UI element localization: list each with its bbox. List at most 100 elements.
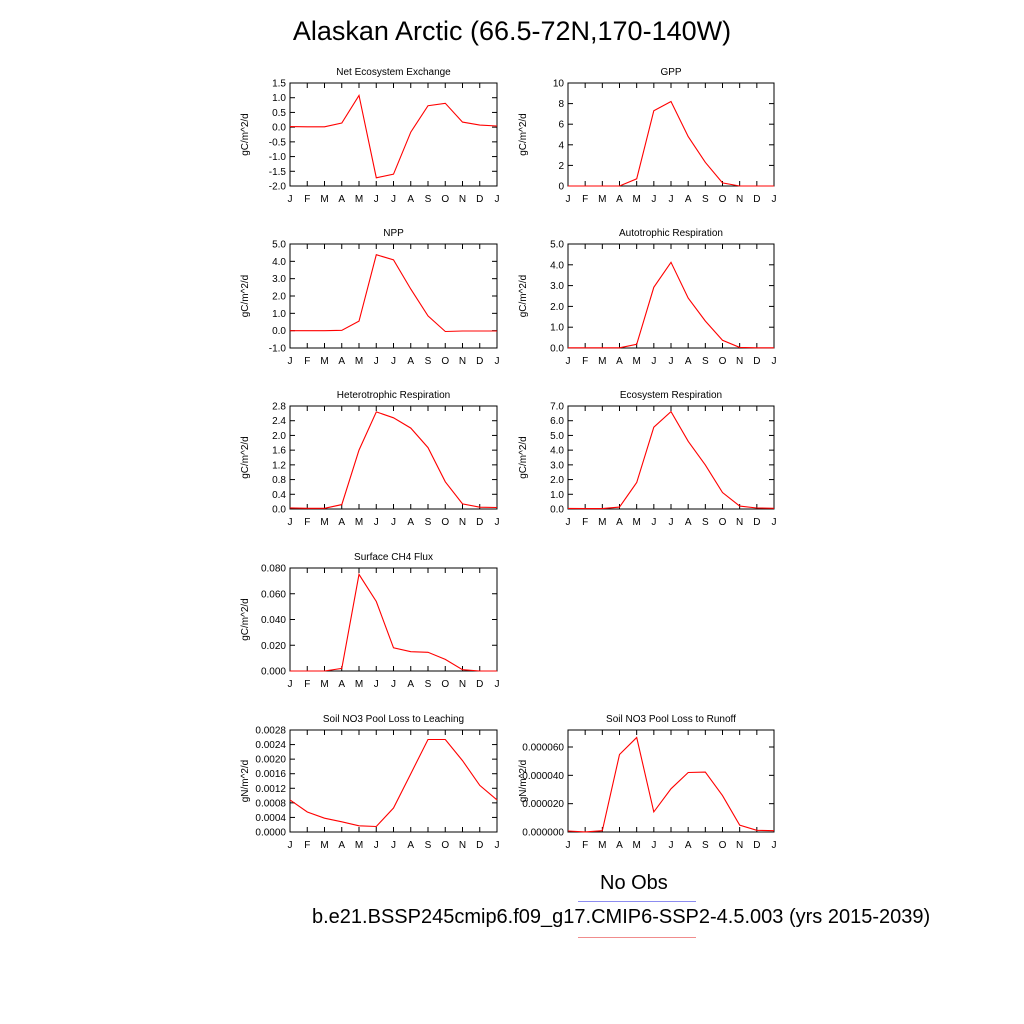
chart-panel: Ecosystem Respiration gC/m^2/d 0.0 1.0 2.0 3.… bbox=[518, 390, 777, 528]
x-tick-label: J bbox=[772, 194, 777, 205]
x-tick-label: F bbox=[582, 194, 588, 205]
y-tick-label: 3.0 bbox=[272, 274, 286, 285]
y-tick-label: -1.0 bbox=[269, 152, 287, 163]
y-tick-label: 5.0 bbox=[272, 240, 286, 251]
x-tick-label: J bbox=[374, 517, 379, 528]
y-axis-label: gC/m^2/d bbox=[518, 275, 529, 318]
x-tick-label: F bbox=[582, 840, 588, 851]
y-tick-label: 0.0 bbox=[272, 123, 286, 134]
x-tick-label: M bbox=[320, 356, 328, 367]
y-tick-label: 0.020 bbox=[261, 641, 286, 652]
plot-frame bbox=[289, 82, 498, 187]
series-line bbox=[568, 100, 774, 187]
y-tick-label: 1.0 bbox=[550, 323, 564, 334]
x-tick-label: J bbox=[651, 840, 656, 851]
x-tick-label: D bbox=[476, 679, 483, 690]
y-tick-label: 0.040 bbox=[261, 615, 286, 626]
x-tick-label: J bbox=[495, 517, 500, 528]
x-tick-label: A bbox=[685, 840, 692, 851]
x-tick-label: D bbox=[476, 840, 483, 851]
series-line bbox=[289, 738, 498, 828]
panel-title: Surface CH4 Flux bbox=[354, 552, 433, 563]
series-line bbox=[568, 261, 774, 349]
x-tick-label: N bbox=[736, 194, 743, 205]
x-tick-label: D bbox=[753, 840, 760, 851]
x-tick-label: N bbox=[736, 517, 743, 528]
x-tick-label: D bbox=[476, 517, 483, 528]
y-tick-label: 2 bbox=[558, 161, 564, 172]
y-tick-label: 1.5 bbox=[272, 79, 286, 90]
y-tick-label: 0.0000 bbox=[255, 828, 286, 839]
y-tick-label: 2.4 bbox=[272, 416, 286, 427]
y-tick-label: 4.0 bbox=[550, 260, 564, 271]
panel-title: Soil NO3 Pool Loss to Runoff bbox=[606, 714, 736, 725]
x-tick-label: M bbox=[320, 679, 328, 690]
y-tick-label: 10 bbox=[553, 79, 565, 90]
x-tick-label: J bbox=[772, 356, 777, 367]
y-tick-label: 2.8 bbox=[272, 402, 286, 413]
x-tick-label: J bbox=[391, 517, 396, 528]
chart-panel: Soil NO3 Pool Loss to Runoff gN/m^2/d0.00… bbox=[518, 714, 777, 851]
x-tick-label: A bbox=[407, 840, 414, 851]
x-tick-label: N bbox=[459, 679, 466, 690]
x-tick-label: D bbox=[753, 194, 760, 205]
y-tick-label: 7.0 bbox=[550, 402, 564, 413]
x-tick-label: F bbox=[304, 517, 310, 528]
x-tick-label: F bbox=[582, 517, 588, 528]
x-tick-label: M bbox=[355, 356, 363, 367]
x-tick-label: N bbox=[459, 840, 466, 851]
legend-model-label: b.e21.BSSP245cmip6.f09_g17.CMIP6-SSP2-4.… bbox=[312, 906, 931, 928]
x-tick-label: J bbox=[374, 356, 379, 367]
x-tick-label: M bbox=[632, 517, 640, 528]
x-tick-label: J bbox=[288, 517, 293, 528]
x-tick-label: N bbox=[736, 840, 743, 851]
y-tick-label: 3.0 bbox=[550, 281, 564, 292]
y-axis-label: gC/m^2/d bbox=[240, 436, 251, 479]
x-tick-label: J bbox=[374, 194, 379, 205]
x-tick-label: J bbox=[391, 356, 396, 367]
x-tick-label: A bbox=[616, 517, 623, 528]
y-tick-label: 4.0 bbox=[272, 257, 286, 268]
x-tick-label: O bbox=[441, 840, 449, 851]
y-tick-label: 4 bbox=[558, 140, 564, 151]
series-line bbox=[290, 254, 497, 333]
y-tick-label: 2.0 bbox=[272, 431, 286, 442]
plot-frame bbox=[567, 405, 775, 510]
y-axis-label: gN/m^2/d bbox=[240, 760, 251, 803]
chart-panel: Soil NO3 Pool Loss to Leaching gN/m^2/d 0.… bbox=[240, 714, 500, 851]
x-tick-label: J bbox=[772, 840, 777, 851]
x-tick-label: J bbox=[772, 517, 777, 528]
y-tick-label: 0.0016 bbox=[255, 769, 286, 780]
series-line bbox=[289, 93, 498, 179]
x-tick-label: D bbox=[753, 356, 760, 367]
x-tick-label: J bbox=[374, 840, 379, 851]
x-tick-label: F bbox=[304, 679, 310, 690]
y-tick-label: 4.0 bbox=[550, 446, 564, 457]
x-tick-label: A bbox=[616, 840, 623, 851]
y-tick-label: 0.060 bbox=[261, 589, 286, 600]
x-tick-label: J bbox=[651, 194, 656, 205]
x-tick-label: J bbox=[495, 840, 500, 851]
y-tick-label: 2.0 bbox=[272, 292, 286, 303]
y-tick-label: 0.0 bbox=[272, 505, 286, 516]
x-tick-label: J bbox=[669, 356, 674, 367]
y-tick-label: 6.0 bbox=[550, 416, 564, 427]
x-tick-label: A bbox=[407, 194, 414, 205]
x-tick-label: A bbox=[685, 194, 692, 205]
y-tick-label: 0.000040 bbox=[522, 771, 564, 782]
legend-model-line bbox=[578, 937, 696, 938]
y-axis-label: gN/m^2/d bbox=[518, 760, 529, 803]
chart-panel: Heterotrophic Respiration gC/m^2/d 0.0 0.4 0… bbox=[240, 390, 500, 528]
x-tick-label: J bbox=[391, 194, 396, 205]
y-axis-label: gC/m^2/d bbox=[240, 113, 251, 156]
plot-frame bbox=[289, 567, 498, 672]
chart-panel: Surface CH4 Flux gC/m^2/d 0.000 0.020 0.040 0… bbox=[240, 552, 500, 690]
y-tick-label: 0.0 bbox=[550, 344, 564, 355]
y-tick-label: 6 bbox=[558, 120, 564, 131]
x-tick-label: J bbox=[651, 517, 656, 528]
x-tick-label: J bbox=[391, 840, 396, 851]
x-tick-label: M bbox=[355, 679, 363, 690]
x-tick-label: S bbox=[425, 679, 432, 690]
y-tick-label: -1.0 bbox=[269, 344, 287, 355]
